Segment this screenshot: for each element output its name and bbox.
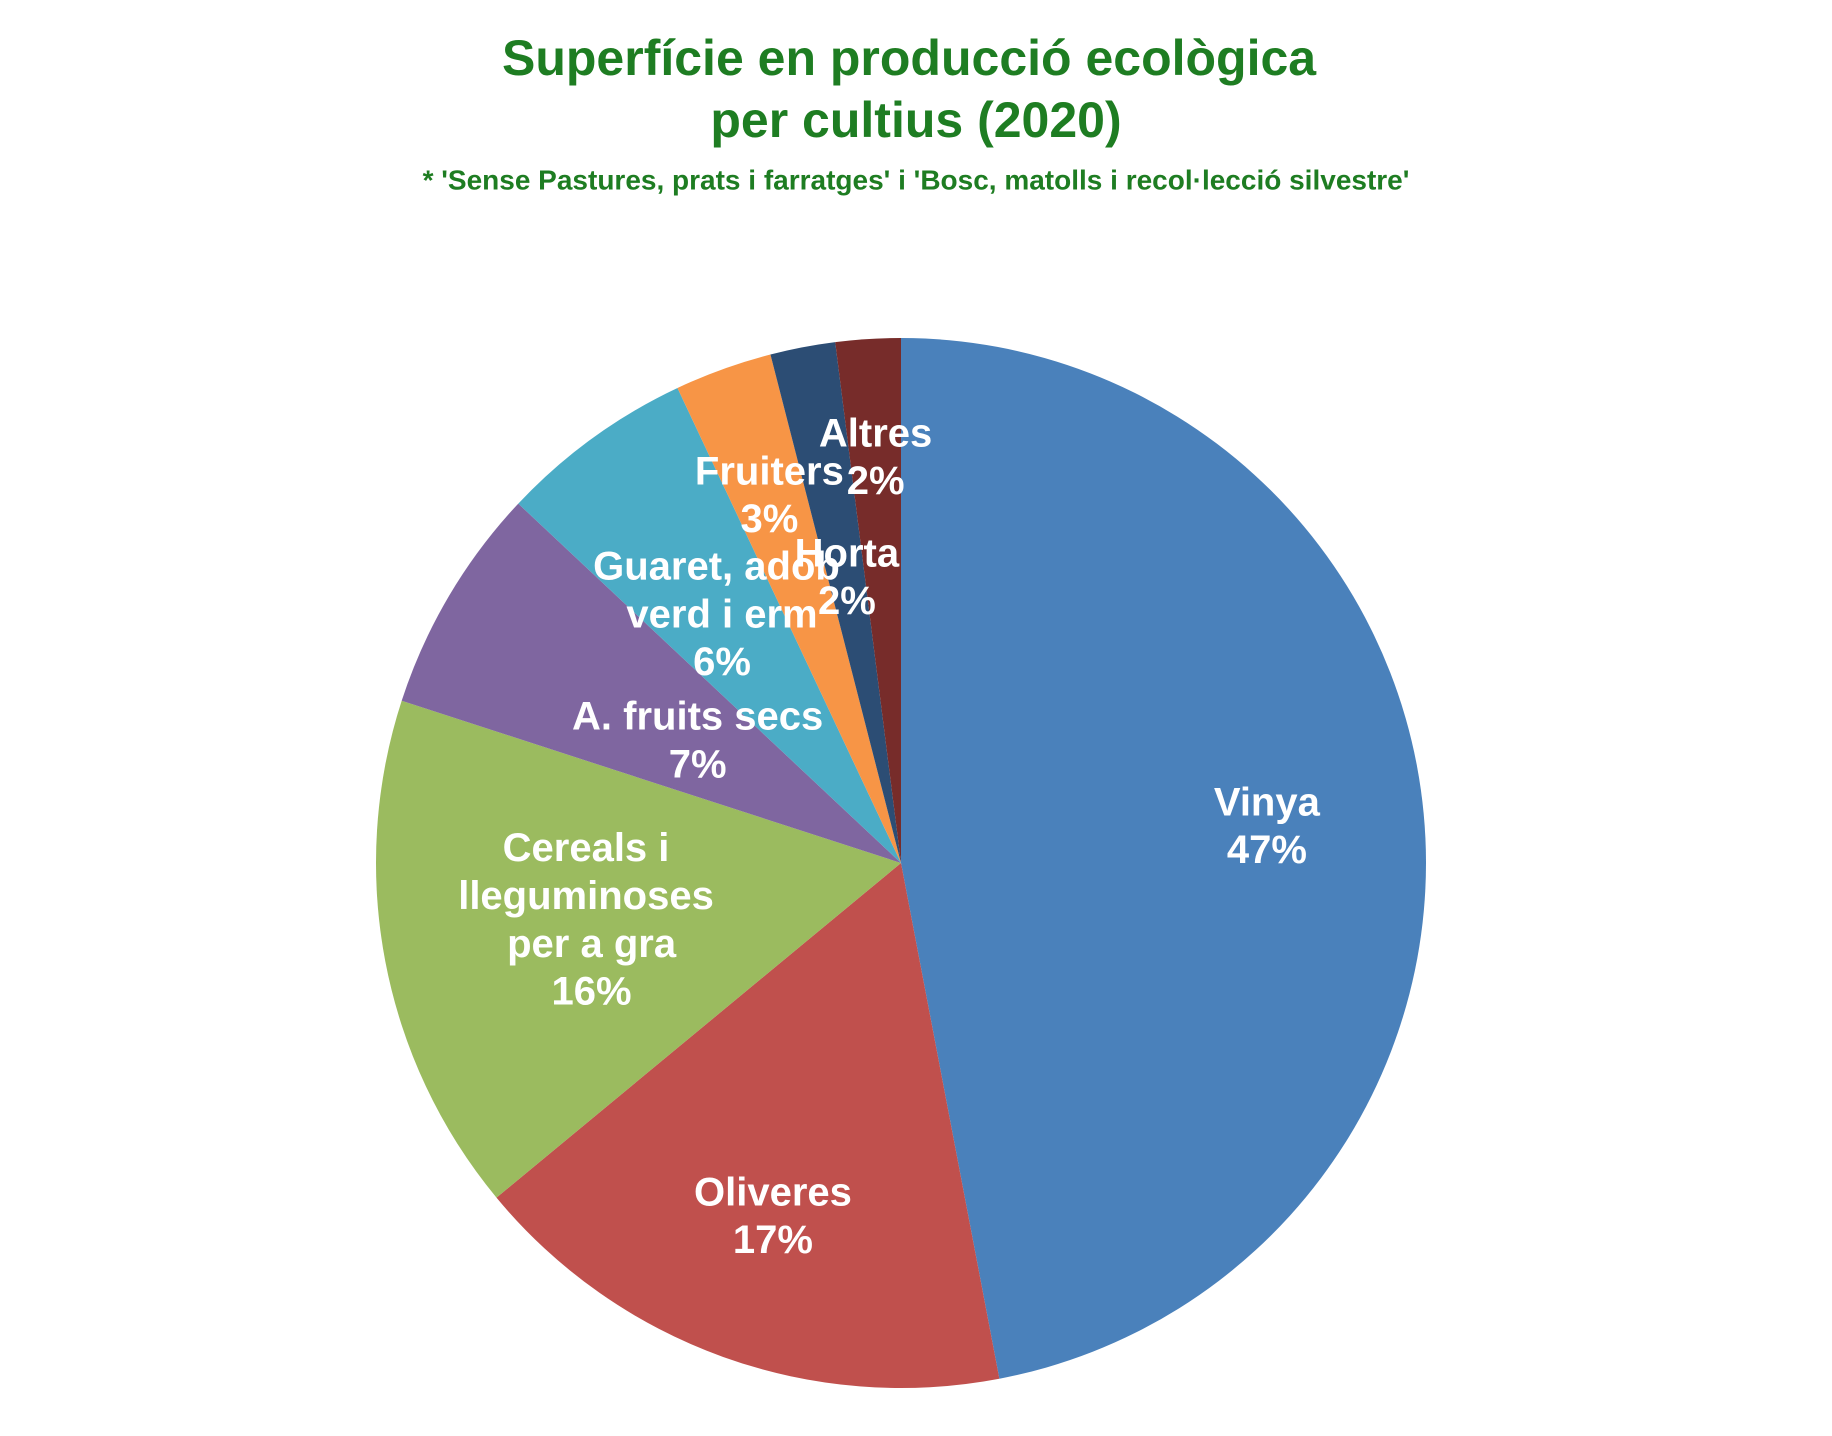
slice-label: Oliveres [694, 1170, 852, 1214]
pie-slice [376, 700, 902, 1198]
pie-slice [901, 338, 1426, 1379]
slice-value-label: 2% [818, 579, 876, 623]
chart-title: Superfície en producció ecològica per cu… [502, 30, 1330, 148]
pie-slice [770, 342, 901, 863]
slice-value-label: 16% [552, 970, 632, 1014]
slice-value-label: 7% [669, 742, 727, 786]
slices [376, 338, 1426, 1388]
pie-slice [677, 354, 901, 863]
slice-label: Vinya [1214, 780, 1321, 824]
pie-slice [835, 338, 901, 863]
slice-label: Altres [819, 411, 932, 455]
slice-label: Horta [795, 531, 900, 575]
slice-label: Cereals i lleguminoses per a gra [458, 826, 725, 966]
slice-value-label: 2% [847, 459, 905, 503]
slice-value-label: 3% [740, 497, 798, 541]
pie-slice [401, 503, 901, 863]
slice-value-label: 6% [693, 640, 751, 684]
pie-slice [496, 863, 1000, 1388]
chart-subtitle: * 'Sense Pastures, prats i farratges' i … [423, 164, 1410, 195]
slice-label: Guaret, adob verd i erm [593, 544, 851, 636]
pie-slice [518, 387, 901, 863]
slice-value-label: 47% [1227, 828, 1307, 872]
slice-label: A. fruits secs [572, 694, 823, 738]
slice-value-label: 17% [733, 1218, 813, 1262]
slice-label: Fruiters [695, 449, 844, 493]
